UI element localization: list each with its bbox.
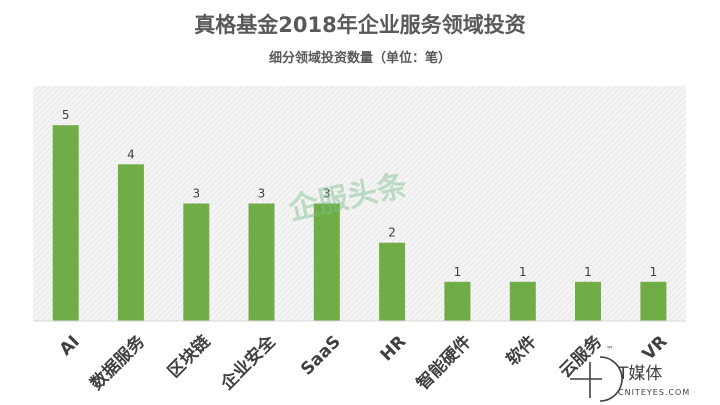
bar-1 [52, 125, 79, 321]
bar-5 [313, 203, 340, 321]
bar-10 [640, 281, 667, 321]
bar-value-label: 4 [127, 147, 135, 161]
bar-7 [444, 281, 471, 321]
bar-3 [183, 203, 210, 321]
bar-value-label: 1 [519, 265, 527, 279]
bar-4 [248, 203, 275, 321]
category-label: 智能硬件 [412, 331, 475, 394]
bar-value-label: 2 [388, 226, 396, 240]
logo-site-text: CNITEYES.COM [618, 388, 690, 397]
category-label: VR [639, 332, 672, 365]
category-label: SaaS [297, 332, 345, 380]
category-label: 云服务 [555, 330, 607, 382]
bar-2 [117, 164, 144, 321]
category-label: 企业安全 [216, 330, 280, 394]
bar-value-label: 1 [584, 265, 592, 279]
chart-title: 真格基金2018年企业服务领域投资 [194, 13, 525, 37]
category-label: AI [56, 332, 84, 360]
logo-brand-text: T媒体 [617, 364, 662, 384]
bar-value-label: 1 [454, 265, 462, 279]
bar-value-label: 1 [650, 265, 658, 279]
category-label: 数据服务 [86, 330, 150, 394]
bar-value-label: 5 [62, 108, 70, 122]
chart-subtitle: 细分领域投资数量（单位：笔） [269, 50, 451, 66]
bar-value-label: 3 [323, 187, 331, 201]
bar-9 [575, 281, 601, 321]
t-media-logo-icon [570, 356, 623, 402]
bars-layer: 5 4 3 3 3 2 1 1 1 1 [52, 108, 667, 321]
logo-tm-mark: ™ [606, 345, 615, 354]
bar-6 [379, 242, 406, 321]
bar-value-label: 3 [258, 187, 266, 201]
category-label: 软件 [502, 331, 541, 370]
bar-8 [509, 281, 536, 321]
category-label: 区块链 [163, 330, 215, 382]
bar-value-label: 3 [192, 187, 200, 201]
category-label: HR [377, 332, 410, 365]
t-media-logo: ™ T媒体 CNITEYES.COM [570, 345, 690, 402]
